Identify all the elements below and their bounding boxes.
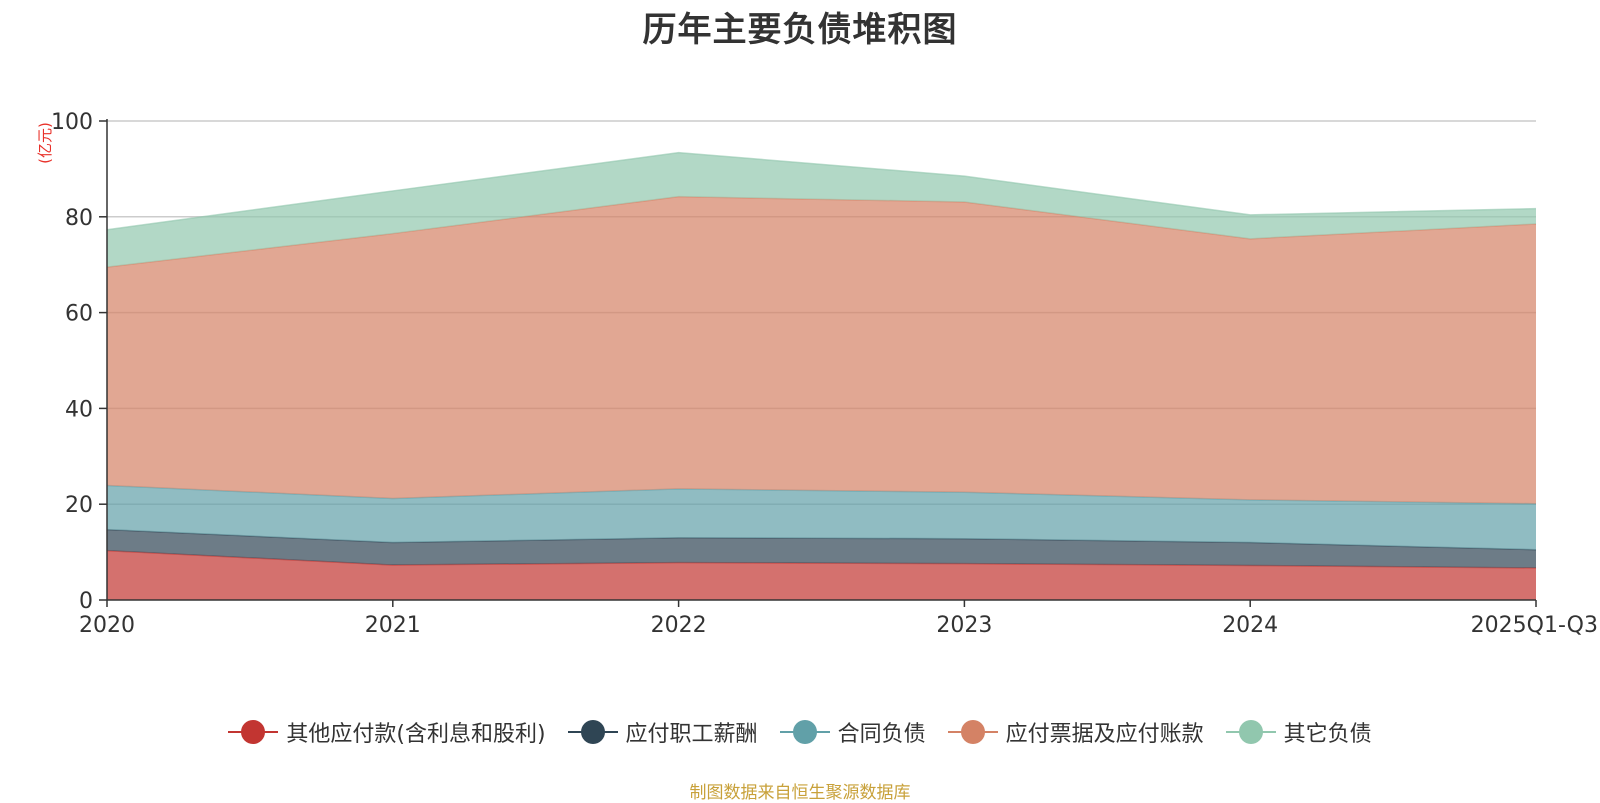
legend-label: 应付职工薪酬 bbox=[625, 722, 758, 747]
legend: 其他应付款(含利息和股利) 应付职工薪酬 合同负债 应付票据及应付账款 其它负债 bbox=[0, 716, 1600, 748]
source-note: 制图数据来自恒生聚源数据库 bbox=[689, 783, 911, 803]
legend-label: 合同负债 bbox=[837, 722, 926, 747]
y-axis-label: (亿元) bbox=[36, 122, 54, 164]
legend-marker-icon bbox=[1225, 720, 1276, 744]
y-tick-label: 20 bbox=[65, 493, 93, 518]
legend-label: 其他应付款(含利息和股利) bbox=[286, 722, 546, 747]
x-tick-label: 2022 bbox=[651, 613, 707, 638]
x-tick-label: 2023 bbox=[936, 613, 992, 638]
legend-item-0[interactable]: 其他应付款(含利息和股利) bbox=[228, 716, 546, 748]
y-tick-label: 0 bbox=[79, 589, 93, 614]
y-tick-label: 60 bbox=[65, 302, 93, 327]
legend-marker-icon bbox=[947, 720, 998, 744]
legend-marker-icon bbox=[779, 720, 830, 744]
y-tick-label: 40 bbox=[65, 397, 93, 422]
legend-label: 其它负债 bbox=[1283, 722, 1372, 747]
legend-label: 应付票据及应付账款 bbox=[1005, 722, 1204, 747]
y-tick-label: 100 bbox=[51, 110, 93, 135]
area-series-0 bbox=[107, 550, 1536, 600]
area-series bbox=[106, 151, 1537, 600]
area-series-1 bbox=[107, 529, 1536, 568]
legend-item-2[interactable]: 合同负债 bbox=[779, 716, 926, 748]
legend-item-3[interactable]: 应付票据及应付账款 bbox=[947, 716, 1204, 748]
area-series-edge-4 bbox=[106, 151, 1537, 231]
legend-marker-icon bbox=[228, 720, 279, 744]
area-series-2 bbox=[107, 485, 1536, 550]
area-series-4 bbox=[107, 152, 1536, 268]
legend-marker-icon bbox=[567, 720, 618, 744]
x-tick-label: 2021 bbox=[365, 613, 421, 638]
x-tick-label: 2025Q1-Q3 bbox=[1471, 613, 1598, 638]
legend-item-1[interactable]: 应付职工薪酬 bbox=[567, 716, 758, 748]
y-tick-label: 80 bbox=[65, 206, 93, 231]
axes: 0 20 40 60 80 100 2020 2021 2022 2023 2024 2025Q1-Q… bbox=[51, 110, 1598, 638]
area-series-3 bbox=[107, 196, 1536, 504]
chart-title: 历年主要负债堆积图 bbox=[642, 10, 958, 50]
legend-item-4[interactable]: 其它负债 bbox=[1225, 716, 1372, 748]
x-tick-label: 2020 bbox=[79, 613, 135, 638]
x-tick-label: 2024 bbox=[1222, 613, 1278, 638]
